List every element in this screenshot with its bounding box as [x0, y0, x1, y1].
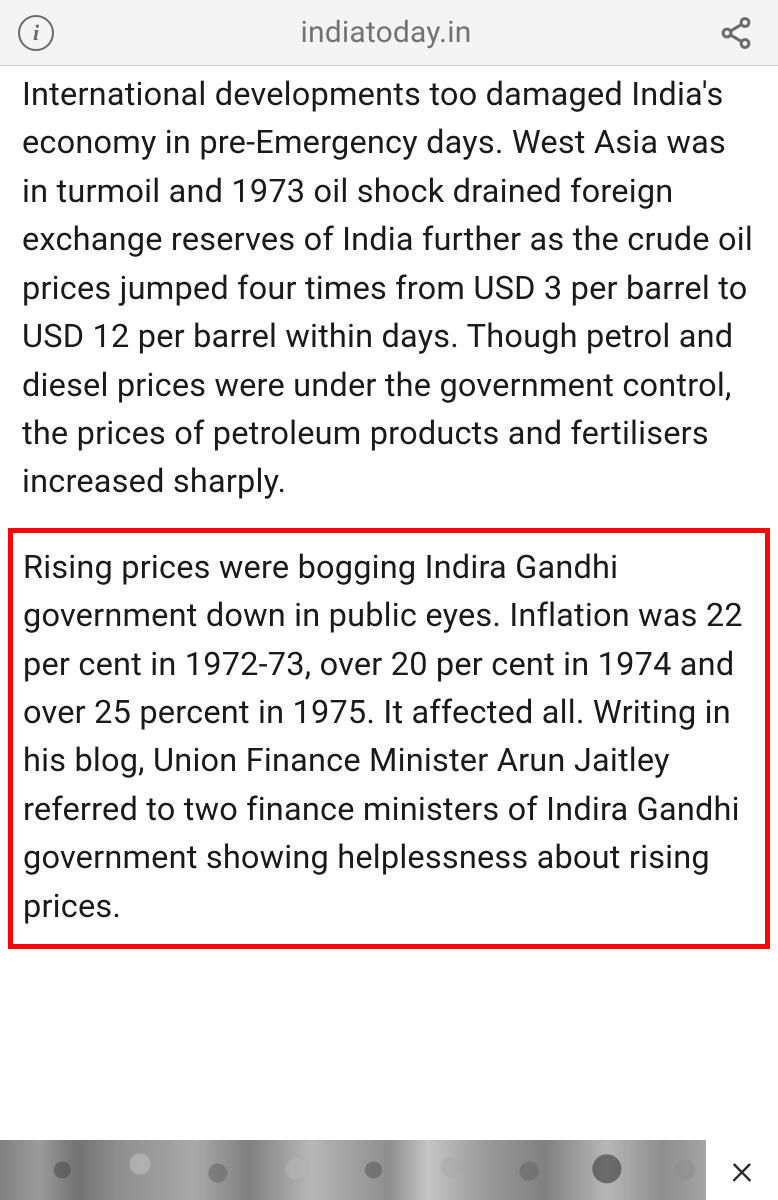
article-content: International developments too damaged I… [0, 66, 778, 949]
article-paragraph: International developments too damaged I… [22, 70, 756, 506]
close-icon: × [730, 1147, 753, 1191]
share-icon[interactable] [718, 15, 754, 51]
highlighted-paragraph-box: Rising prices were bogging Indira Gandhi… [8, 528, 770, 949]
article-paragraph-highlighted: Rising prices were bogging Indira Gandhi… [23, 543, 755, 930]
browser-address-bar: i indiatoday.in [0, 0, 778, 66]
article-image-strip [0, 1140, 778, 1200]
page-url[interactable]: indiatoday.in [54, 15, 718, 50]
close-ad-button[interactable]: × [706, 1138, 778, 1200]
info-icon[interactable]: i [18, 15, 54, 51]
